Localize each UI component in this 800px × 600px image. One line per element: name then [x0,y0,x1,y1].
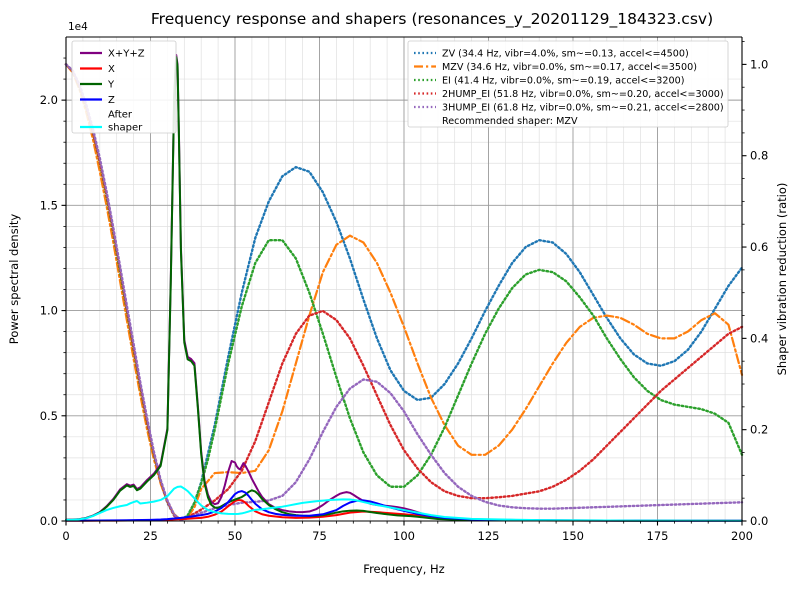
x-axis-label: Frequency, Hz [363,562,444,576]
psd-legend-label: shaper [108,123,143,134]
shaper-legend-label: 3HUMP_EI (61.8 Hz, vibr=0.0%, sm~=0.21, … [442,103,724,114]
x-tick-label: 0 [62,529,69,543]
x-tick-label: 50 [228,529,243,543]
y-right-tick-label: 0.8 [750,149,768,163]
shaper-legend-label: ZV (34.4 Hz, vibr=4.0%, sm~=0.13, accel<… [442,49,689,60]
x-tick-label: 200 [731,529,753,543]
y-right-tick-label: 1.0 [750,57,768,71]
psd-legend-label: Y [107,80,115,91]
shaper-legend-label: 2HUMP_EI (51.8 Hz, vibr=0.0%, sm~=0.20, … [442,89,724,100]
shaper-legend-box [407,40,729,128]
x-tick-label: 150 [562,529,584,543]
y-right-tick-label: 0.0 [750,514,768,528]
y-axis-label-right: Shaper vibration reduction (ratio) [775,183,789,376]
recommended-shaper-label: Recommended shaper: MZV [442,116,578,127]
x-tick-label: 75 [312,529,327,543]
shaper-curve-3hump_ei [64,63,744,522]
psd-curve-y [65,55,676,522]
shaper-legend-label: EI (41.4 Hz, vibr=0.0%, sm~=0.19, accel<… [442,76,684,87]
y-tick-label: 0.5 [40,409,58,423]
psd-curve-after-shaper [65,485,743,522]
y-right-tick-label: 0.6 [750,240,768,254]
y-axis-offset-text: 1e4 [68,21,88,33]
x-tick-label: 25 [143,529,158,543]
psd-legend-label: After [108,110,133,121]
x-tick-label: 100 [393,529,415,543]
chart-title: Frequency response and shapers (resonanc… [151,10,713,29]
shaper-legend-label: MZV (34.6 Hz, vibr=0.0%, sm~=0.17, accel… [442,62,697,73]
y-right-tick-label: 0.2 [750,423,768,437]
psd-legend-label: X+Y+Z [108,49,145,60]
y-axis-label: Power spectral density [7,214,21,345]
shaper-curve-mzv [64,63,744,522]
y-tick-label: 1.5 [40,198,58,212]
y-right-tick-label: 0.4 [750,331,768,345]
y-tick-label: 0.0 [40,514,58,528]
psd-legend-label: Z [108,95,115,106]
y-tick-label: 2.0 [40,93,58,107]
y-tick-label: 1.0 [40,304,58,318]
x-tick-label: 125 [478,529,500,543]
psd-legend-label: X [108,64,115,75]
psd-legend-box [71,40,177,134]
x-tick-label: 175 [647,529,669,543]
